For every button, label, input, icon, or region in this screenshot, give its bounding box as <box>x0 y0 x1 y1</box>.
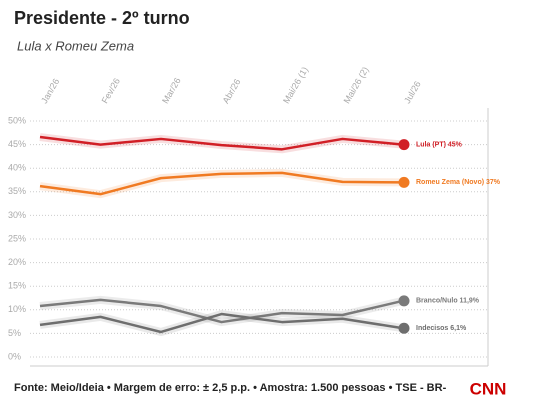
x-tick-label: Jul/26 <box>402 79 423 105</box>
y-tick-label: 25% <box>8 233 26 243</box>
y-tick-label: 15% <box>8 281 26 291</box>
y-tick-label: 40% <box>8 163 26 173</box>
y-tick-label: 5% <box>8 328 21 338</box>
y-tick-label: 35% <box>8 186 26 196</box>
series-line <box>39 312 404 334</box>
series-line <box>39 171 404 196</box>
chart-subtitle: Lula x Romeu Zema <box>17 38 134 53</box>
end-marker <box>398 139 410 151</box>
y-tick-label: 10% <box>8 304 26 314</box>
series-label: Branco/Nulo 11,9% <box>416 298 480 305</box>
line-halo <box>39 168 404 199</box>
y-tick-label: 30% <box>8 210 26 220</box>
x-tick-label: Fev/26 <box>100 76 122 105</box>
y-tick-label: 20% <box>8 257 26 267</box>
logo: CNN <box>470 379 507 398</box>
y-tick-label: 0% <box>8 351 21 361</box>
y-tick-label: 50% <box>8 115 26 125</box>
end-marker <box>398 176 410 188</box>
series-label: Romeu Zema (Novo) 37% <box>416 179 501 186</box>
end-marker <box>398 295 410 307</box>
x-tick-label: Mai/26 (2) <box>342 65 371 105</box>
series-line <box>39 298 404 324</box>
series-label: Lula (PT) 45% <box>416 141 463 148</box>
source: Fonte: Meio/Ideia • Margem de erro: ± 2,… <box>14 382 447 394</box>
x-tick-label: Abr/26 <box>221 77 243 105</box>
x-tick-label: Mai/26 (1) <box>281 65 310 105</box>
chart-title: Presidente - 2º turno <box>14 8 190 28</box>
series-line <box>39 135 404 151</box>
y-tick-label: 45% <box>8 139 26 149</box>
series-label: Indecisos 6,1% <box>416 325 467 332</box>
x-tick-label: Jan/26 <box>39 77 61 105</box>
x-tick-label: Mar/26 <box>160 76 183 105</box>
end-marker <box>398 322 410 334</box>
